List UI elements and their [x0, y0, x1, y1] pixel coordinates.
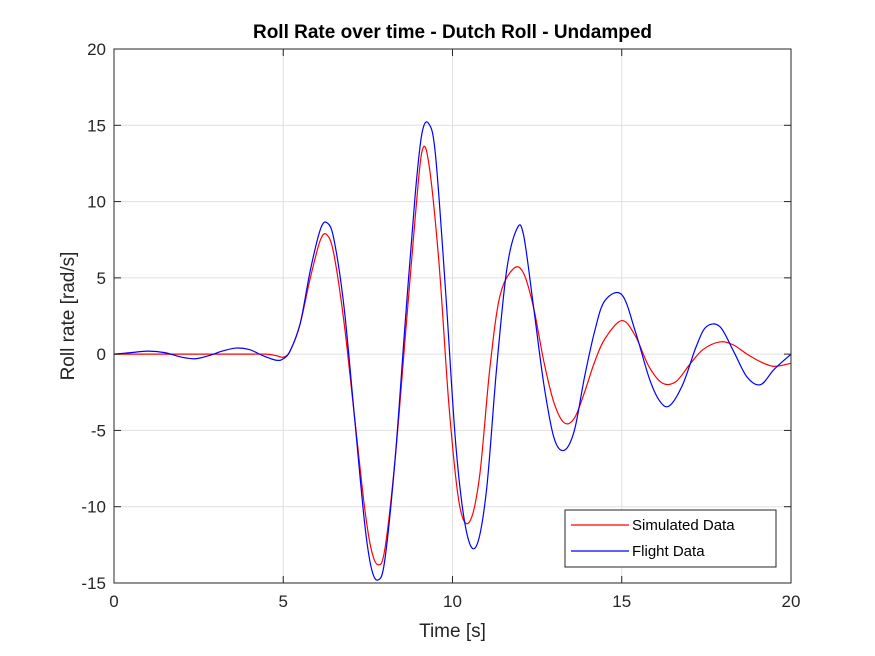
y-axis-label: Roll rate [rad/s]	[58, 252, 79, 381]
legend: Simulated Data Flight Data	[564, 509, 777, 568]
y-tick-label: -10	[81, 498, 106, 517]
y-tick-label: 15	[87, 116, 106, 135]
chart-title: Roll Rate over time - Dutch Roll - Undam…	[253, 22, 652, 43]
x-tick-label: 10	[443, 592, 462, 611]
plot-area	[113, 48, 792, 584]
y-tick-label: 20	[87, 40, 106, 59]
y-tick-label: 5	[97, 269, 106, 288]
x-tick-label: 15	[612, 592, 631, 611]
legend-entry-simulated: Simulated Data	[632, 517, 735, 534]
x-tick-label: 0	[109, 592, 118, 611]
simulated-data-line	[114, 145, 792, 566]
x-tick-label: 5	[279, 592, 288, 611]
legend-box	[564, 509, 777, 568]
x-axis-label: Time [s]	[419, 621, 486, 642]
legend-entry-flight: Flight Data	[632, 543, 705, 560]
flight-data-line	[113, 121, 792, 581]
x-tick-label: 20	[782, 592, 801, 611]
y-tick-label: -5	[91, 421, 106, 440]
series-lines	[113, 121, 792, 581]
y-tick-label: -15	[81, 574, 106, 593]
y-tick-label: 10	[87, 193, 106, 212]
ticks	[113, 48, 792, 584]
tick-labels: 0 5 10 15 20 -15 -10 -5 0 5 10 15 20	[81, 40, 800, 611]
y-tick-label: 0	[97, 345, 106, 364]
